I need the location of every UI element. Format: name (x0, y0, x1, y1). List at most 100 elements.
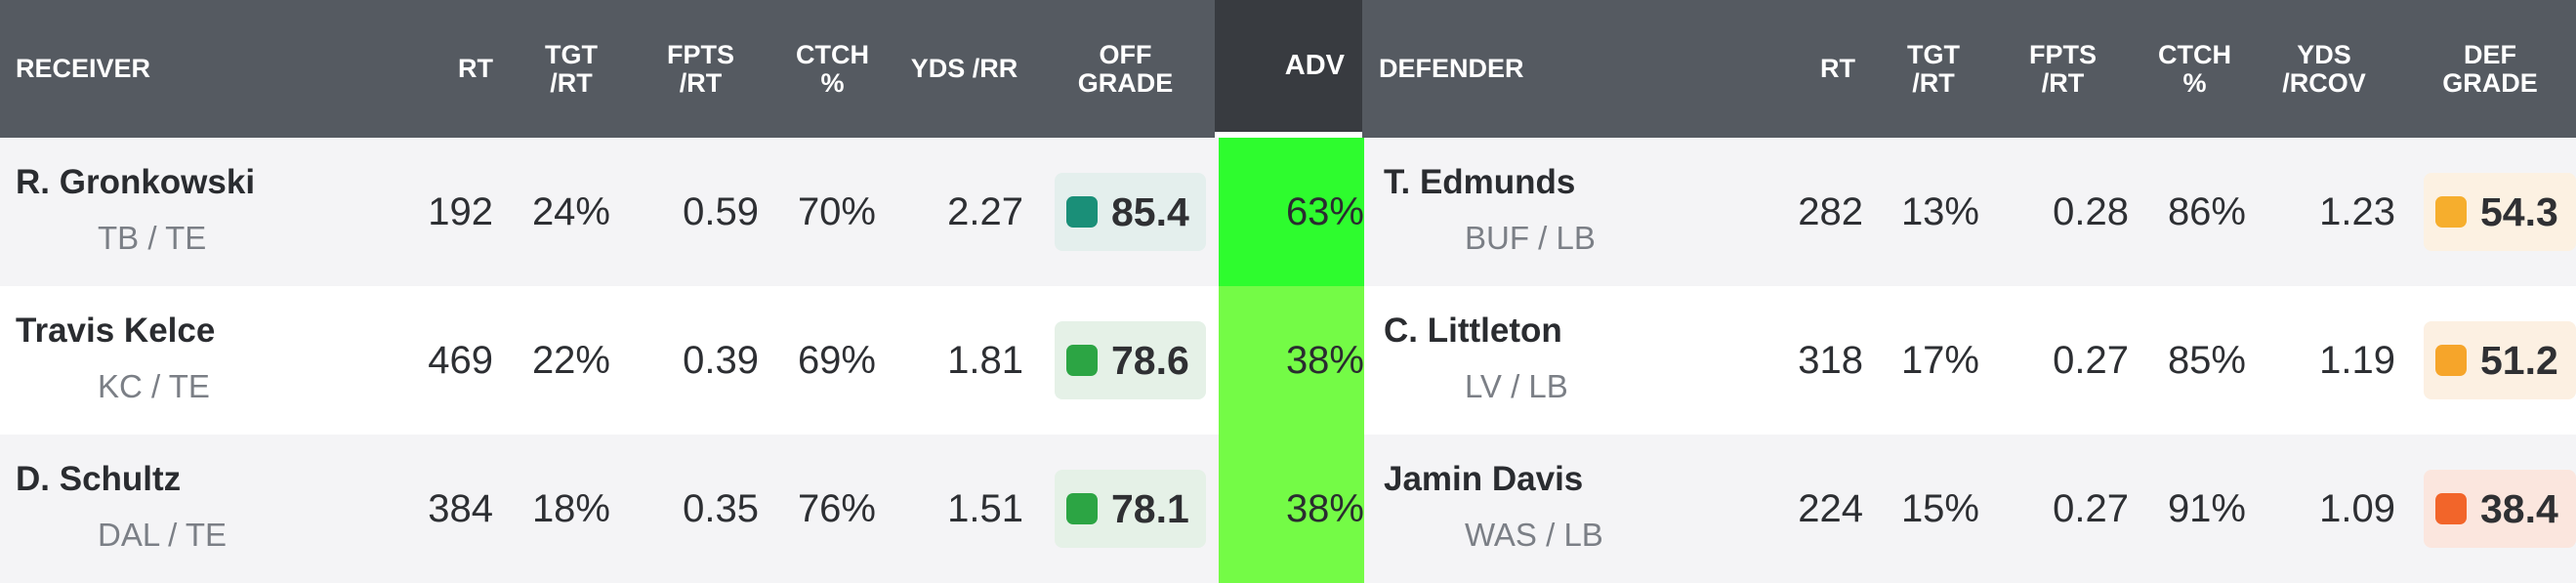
def-tgt-rt-value: 17% (1900, 338, 1979, 382)
def-grade-value: 38.4 (2480, 485, 2558, 531)
col-def-yds-rcov-line2: /RCOV (2282, 67, 2366, 98)
tgt-rt-value: 18% (531, 486, 610, 530)
col-def-fpts-rt-line2: /RT (2041, 67, 2085, 98)
col-yds-rr-label: YDS /RR (910, 54, 1018, 83)
col-def-grade-line1: DEF (2464, 39, 2516, 69)
table-row[interactable]: R. Gronkowski TB / TE 192 24% 0.59 70% 2… (0, 138, 2576, 286)
col-def-tgt-rt-line2: /RT (1912, 67, 1955, 98)
rt-value: 384 (428, 486, 493, 530)
col-def-ctch-line2: % (2182, 67, 2207, 98)
def-grade-badge: 51.2 (2424, 321, 2576, 399)
col-ctch-line2: % (820, 67, 845, 98)
col-def-tgt-rt-line1: TGT (1907, 39, 1960, 69)
receiver-name[interactable]: Travis Kelce (16, 312, 216, 350)
receiver-team-position: KC / TE (98, 368, 210, 404)
yds-rr-value: 2.27 (947, 189, 1023, 233)
def-rt-value: 282 (1798, 189, 1863, 233)
off-grade-badge: 78.1 (1055, 470, 1206, 548)
adv-value: 63% (1219, 138, 1364, 286)
def-rt-value: 318 (1798, 338, 1863, 382)
def-grade-value: 51.2 (2480, 337, 2558, 383)
def-grade-value: 54.3 (2480, 188, 2558, 234)
receiver-team-position: TB / TE (98, 220, 207, 256)
defender-name[interactable]: C. Littleton (1384, 312, 1562, 350)
def-fpts-rt-value: 0.27 (2053, 338, 2129, 382)
defender-team-position: WAS / LB (1465, 517, 1603, 553)
grade-swatch (2435, 345, 2467, 376)
col-defender[interactable]: DEFENDER (1379, 0, 1524, 138)
rt-value: 469 (428, 338, 493, 382)
off-grade-value: 85.4 (1111, 188, 1189, 234)
ctch-value: 69% (797, 338, 876, 382)
col-def-yds-rcov[interactable]: YDS/RCOV (2265, 0, 2383, 138)
col-adv-label: ADV (1284, 50, 1345, 81)
fpts-rt-value: 0.35 (683, 486, 759, 530)
col-off-grade-line1: OFF (1099, 39, 1152, 69)
off-grade-value: 78.6 (1111, 337, 1189, 383)
fpts-rt-value: 0.59 (683, 189, 759, 233)
col-tgt-rt-line1: TGT (545, 39, 598, 69)
adv-value: 38% (1219, 435, 1364, 583)
def-ctch-value: 91% (2167, 486, 2246, 530)
def-yds-rcov-value: 1.23 (2319, 189, 2395, 233)
defender-team-position: LV / LB (1465, 368, 1568, 404)
def-grade-badge: 54.3 (2424, 173, 2576, 251)
def-ctch-value: 85% (2167, 338, 2246, 382)
col-ctch[interactable]: CTCH% (786, 0, 879, 138)
col-off-grade[interactable]: OFF GRADE (1055, 0, 1196, 138)
def-yds-rcov-value: 1.09 (2319, 486, 2395, 530)
grade-swatch (1066, 493, 1098, 524)
table-header: RECEIVER RT TGT/RT FPTS/RT CTCH% YDS /RR… (0, 0, 2576, 138)
col-def-ctch[interactable]: CTCH% (2148, 0, 2241, 138)
def-fpts-rt-value: 0.27 (2053, 486, 2129, 530)
tgt-rt-value: 22% (531, 338, 610, 382)
grade-swatch (2435, 493, 2467, 524)
grade-swatch (2435, 196, 2467, 228)
col-def-fpts-rt-line1: FPTS (2028, 39, 2097, 69)
defender-name[interactable]: T. Edmunds (1384, 163, 1576, 201)
def-yds-rcov-value: 1.19 (2319, 338, 2395, 382)
col-def-grade[interactable]: DEF GRADE (2417, 0, 2563, 138)
rt-value: 192 (428, 189, 493, 233)
fpts-rt-value: 0.39 (683, 338, 759, 382)
col-fpts-rt[interactable]: FPTS/RT (654, 0, 747, 138)
col-adv[interactable]: ADV (1215, 0, 1362, 138)
ctch-value: 70% (797, 189, 876, 233)
defender-name[interactable]: Jamin Davis (1384, 460, 1584, 498)
col-def-rt-label: RT (1820, 54, 1855, 83)
col-yds-rr[interactable]: YDS /RR (898, 0, 1030, 138)
col-def-tgt-rt[interactable]: TGT/RT (1890, 0, 1977, 138)
yds-rr-value: 1.51 (947, 486, 1023, 530)
def-fpts-rt-value: 0.28 (2053, 189, 2129, 233)
col-ctch-line1: CTCH (796, 39, 869, 69)
def-rt-value: 224 (1798, 486, 1863, 530)
col-def-rt[interactable]: RT (1772, 0, 1855, 138)
col-def-grade-line2: GRADE (2442, 67, 2538, 98)
tgt-rt-value: 24% (531, 189, 610, 233)
grade-swatch (1066, 345, 1098, 376)
off-grade-badge: 85.4 (1055, 173, 1206, 251)
receiver-name[interactable]: R. Gronkowski (16, 163, 256, 201)
col-def-yds-rcov-line1: YDS (2297, 39, 2351, 69)
col-rt[interactable]: RT (410, 0, 493, 138)
def-tgt-rt-value: 15% (1900, 486, 1979, 530)
ctch-value: 76% (797, 486, 876, 530)
grade-swatch (1066, 196, 1098, 228)
table-row[interactable]: D. Schultz DAL / TE 384 18% 0.35 76% 1.5… (0, 435, 2576, 583)
sort-indicator (1215, 132, 1362, 138)
def-grade-badge: 38.4 (2424, 470, 2576, 548)
receiver-name[interactable]: D. Schultz (16, 460, 182, 498)
col-defender-label: DEFENDER (1379, 54, 1524, 83)
yds-rr-value: 1.81 (947, 338, 1023, 382)
receiver-team-position: DAL / TE (98, 517, 228, 553)
table-row[interactable]: Travis Kelce KC / TE 469 22% 0.39 69% 1.… (0, 286, 2576, 435)
def-ctch-value: 86% (2167, 189, 2246, 233)
def-tgt-rt-value: 13% (1900, 189, 1979, 233)
col-def-fpts-rt[interactable]: FPTS/RT (2016, 0, 2109, 138)
defender-team-position: BUF / LB (1465, 220, 1596, 256)
col-off-grade-line2: GRADE (1077, 67, 1174, 98)
col-receiver[interactable]: RECEIVER (16, 0, 150, 138)
col-fpts-rt-line1: FPTS (666, 39, 734, 69)
col-fpts-rt-line2: /RT (679, 67, 723, 98)
col-tgt-rt[interactable]: TGT/RT (527, 0, 615, 138)
